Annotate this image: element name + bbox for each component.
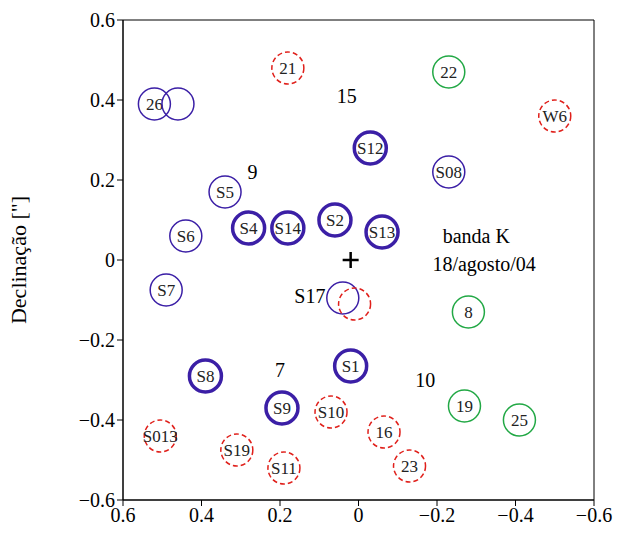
svg-text:0.6: 0.6 [90,9,115,31]
svg-text:−0.2: −0.2 [419,504,455,526]
svg-text:0.4: 0.4 [90,89,115,111]
svg-text:S14: S14 [275,219,302,238]
svg-text:S6: S6 [177,227,195,246]
svg-text:S4: S4 [240,219,258,238]
svg-text:−0.4: −0.4 [497,504,533,526]
svg-text:16: 16 [376,423,393,442]
svg-text:S8: S8 [196,367,214,386]
svg-text:0: 0 [354,504,364,526]
svg-text:Declinação ["]: Declinação ["] [6,196,31,324]
svg-text:18/agosto/04: 18/agosto/04 [432,253,535,276]
svg-text:7: 7 [275,359,285,381]
svg-text:−0.6: −0.6 [576,504,612,526]
svg-text:S17: S17 [294,285,325,307]
svg-text:S11: S11 [271,459,297,478]
svg-text:8: 8 [464,303,473,322]
svg-text:S5: S5 [216,183,234,202]
svg-text:26: 26 [146,95,163,114]
svg-text:0.2: 0.2 [268,504,293,526]
svg-text:−0.6: −0.6 [79,489,115,511]
svg-text:10: 10 [415,369,435,391]
svg-text:S1: S1 [342,357,360,376]
svg-text:21: 21 [279,59,296,78]
svg-text:S10: S10 [318,403,344,422]
svg-text:22: 22 [440,63,457,82]
svg-text:0.6: 0.6 [110,504,136,527]
svg-text:S7: S7 [157,281,175,300]
svg-text:S19: S19 [224,441,250,460]
svg-text:9: 9 [248,161,258,183]
svg-text:23: 23 [401,457,418,476]
svg-text:W6: W6 [542,107,567,126]
svg-text:banda K: banda K [443,225,511,247]
svg-text:−0.2: −0.2 [79,329,115,351]
svg-text:0.2: 0.2 [90,169,115,191]
svg-text:−0.4: −0.4 [79,409,115,431]
svg-text:0: 0 [105,249,115,271]
svg-text:S2: S2 [326,211,344,230]
svg-text:S12: S12 [357,139,383,158]
svg-text:S08: S08 [436,163,462,182]
svg-text:S13: S13 [369,223,395,242]
svg-text:15: 15 [337,85,357,107]
svg-text:S9: S9 [273,399,291,418]
svg-text:S013: S013 [143,427,178,446]
svg-text:19: 19 [456,397,473,416]
svg-text:25: 25 [511,411,528,430]
svg-text:0.4: 0.4 [189,504,214,526]
